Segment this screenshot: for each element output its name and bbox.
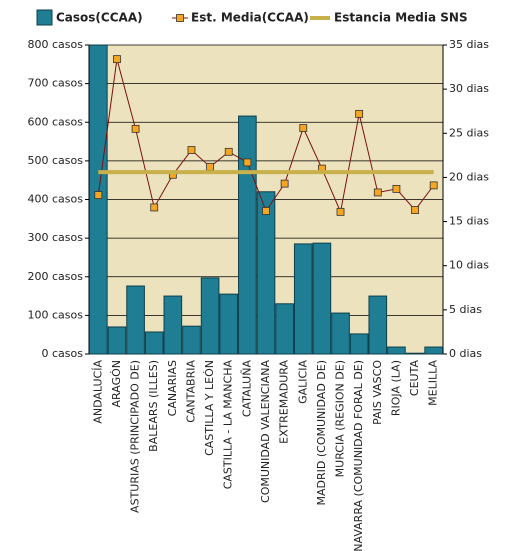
x-tick-label: MURCIA (REGION DE)	[334, 360, 347, 477]
x-tick-label: MELILLA	[427, 360, 440, 406]
marker	[262, 207, 270, 215]
y2-tick-label: 0 dias	[449, 347, 482, 360]
y2-tick-label: 15 dias	[449, 215, 489, 228]
bar	[144, 331, 164, 355]
marker	[429, 181, 438, 190]
marker	[336, 207, 345, 216]
bar	[200, 277, 220, 355]
marker	[280, 179, 289, 188]
bar	[312, 242, 332, 355]
y2-tick-label: 10 dias	[449, 259, 489, 272]
bar	[405, 352, 425, 355]
bar	[331, 312, 350, 355]
marker	[224, 147, 233, 156]
y-tick-label: 400 casos	[28, 193, 84, 206]
x-tick-label: CEUTA	[408, 360, 421, 397]
marker	[187, 146, 196, 154]
y-tick-label: 200 casos	[28, 270, 84, 283]
y-tick-label: 600 casos	[28, 115, 84, 128]
y-tick-label: 500 casos	[28, 154, 84, 167]
x-tick-label: RIOJA (LA)	[389, 360, 402, 416]
bar	[163, 295, 183, 355]
legend-label: Est. Media(CCAA)	[191, 11, 309, 25]
y2-tick-label: 25 dias	[449, 126, 489, 139]
marker	[150, 203, 159, 212]
y-tick-label: 0 casos	[42, 347, 84, 360]
x-tick-label: CANTABRIA	[184, 360, 197, 423]
bar	[256, 191, 276, 355]
bar	[89, 44, 108, 355]
y2-tick-label: 30 dias	[449, 82, 489, 95]
marker	[299, 124, 308, 132]
x-tick-label: EXTREMADURA	[278, 360, 291, 444]
legend-marker	[176, 14, 184, 22]
bar	[126, 285, 145, 355]
marker	[243, 158, 252, 167]
x-tick-label: CANARIAS	[166, 360, 179, 416]
legend-swatch	[36, 9, 53, 26]
marker	[113, 55, 121, 64]
marker	[131, 124, 140, 133]
bar	[275, 303, 294, 355]
marker	[373, 188, 382, 197]
marker	[206, 162, 215, 171]
x-tick-label: PAIS VASCO	[371, 360, 384, 425]
x-tick-label: BALEARS (ILLES)	[147, 360, 160, 452]
bar	[293, 243, 313, 355]
bar	[107, 326, 127, 355]
bar	[424, 346, 443, 355]
legend-label: Estancia Media SNS	[334, 11, 468, 25]
y2-tick-label: 20 dias	[449, 170, 489, 183]
y2-tick-label: 5 dias	[449, 303, 482, 316]
marker	[355, 109, 364, 118]
x-tick-label: MADRID (COMUNIDAD DE)	[315, 360, 328, 505]
x-tick-label: NAVARRA (COMUNIDAD FORAL DE)	[352, 360, 365, 551]
marker	[411, 206, 419, 214]
y-tick-label: 700 casos	[28, 77, 84, 90]
bar	[219, 293, 239, 355]
bar	[349, 333, 369, 355]
bar	[182, 325, 201, 355]
x-tick-label: CATALUÑA	[240, 360, 253, 418]
y-tick-label: 100 casos	[28, 308, 84, 321]
bar	[238, 115, 257, 355]
marker	[392, 185, 401, 193]
x-tick-label: GALICIA	[296, 360, 309, 404]
x-tick-label: CASTILLA Y LEÓN	[203, 360, 216, 456]
legend-label: Casos(CCAA)	[56, 11, 143, 25]
x-tick-label: CASTILLA - LA MANCHA	[222, 360, 235, 490]
marker	[94, 191, 103, 199]
y2-tick-label: 35 dias	[449, 38, 489, 51]
y-tick-label: 800 casos	[28, 38, 84, 51]
x-tick-label: ARAGÓN	[110, 360, 123, 407]
x-tick-label: COMUNIDAD VALENCIANA	[259, 360, 272, 503]
x-tick-label: ASTURIAS (PRINCIPADO DE)	[129, 360, 142, 513]
bar	[368, 295, 388, 355]
x-tick-label: ANDALUCÍA	[91, 360, 104, 424]
y-tick-label: 300 casos	[28, 231, 84, 244]
bar	[387, 346, 406, 355]
